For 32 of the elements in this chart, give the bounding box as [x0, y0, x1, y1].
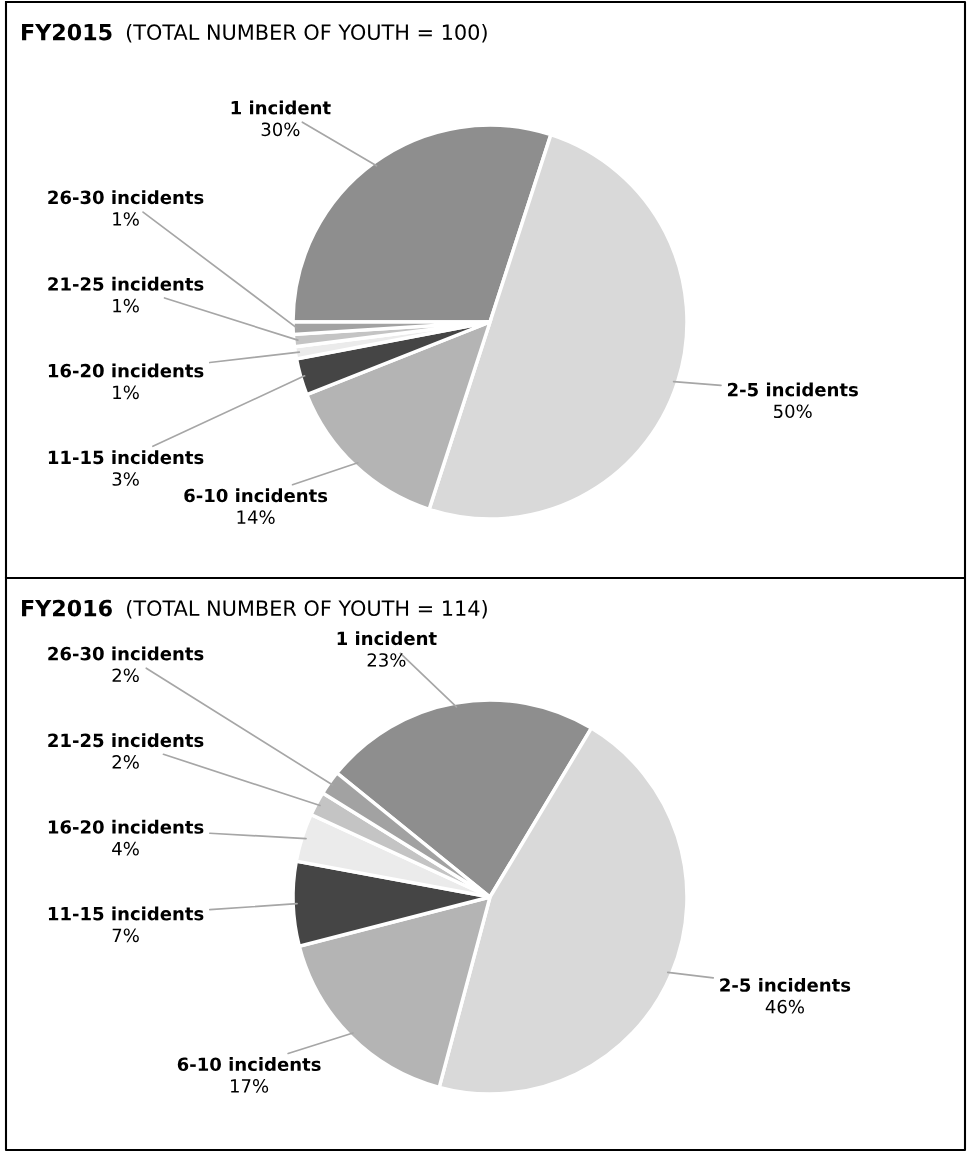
- slice-label: 6-10 incidents: [177, 1057, 321, 1072]
- data-label: 7%: [112, 928, 139, 943]
- slice-label: 11-15 incidents: [48, 906, 204, 921]
- slice-label: 6-10 incidents: [184, 488, 328, 503]
- data-label: 17%: [230, 1079, 269, 1093]
- slice-label: 2-5 incidents: [720, 977, 851, 992]
- data-label: 3%: [112, 472, 139, 486]
- slice-label: 16-20 incidents: [48, 363, 204, 378]
- slice-label: 2-5 incidents: [727, 382, 858, 397]
- slice-label: 16-20 incidents: [48, 819, 204, 834]
- slice-label: 1 incident: [231, 100, 331, 115]
- slice-label: 21-25 incidents: [48, 276, 204, 291]
- data-label: 50%: [773, 404, 812, 419]
- chart-subtitle: (TOTAL NUMBER OF YOUTH = 114): [127, 599, 487, 619]
- data-label: 4%: [112, 841, 139, 856]
- data-label: 23%: [367, 653, 406, 667]
- data-label: 14%: [237, 510, 275, 524]
- slice-label: 11-15 incidents: [48, 450, 204, 465]
- chart-subtitle: (TOTAL NUMBER OF YOUTH = 100): [126, 23, 487, 43]
- data-label: 2%: [112, 668, 139, 683]
- slice-label: 26-30 incidents: [48, 190, 204, 205]
- slice-label: 1 incident: [337, 631, 437, 646]
- chart-title: FY2016: [22, 599, 112, 617]
- slice-label: 21-25 incidents: [48, 733, 204, 748]
- data-label: 2%: [112, 755, 139, 769]
- data-label: 1%: [113, 298, 139, 313]
- chart-title: FY2015: [22, 23, 112, 41]
- data-label: 30%: [261, 122, 300, 137]
- data-label: 1%: [113, 385, 139, 400]
- data-label: 1%: [113, 212, 139, 226]
- slice-label: 26-30 incidents: [48, 646, 204, 661]
- data-label: 46%: [765, 999, 804, 1014]
